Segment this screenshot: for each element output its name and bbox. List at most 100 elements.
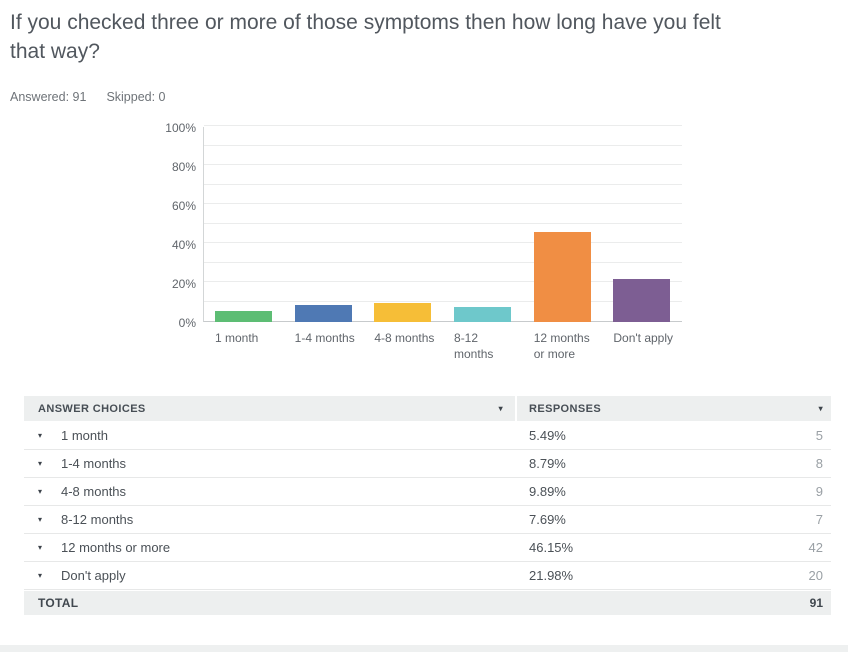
y-tick-label: 60%: [171, 199, 196, 213]
x-axis-label: 8-12 months: [454, 331, 494, 361]
bar: [294, 304, 352, 322]
response-percent: 5.49%: [529, 428, 566, 443]
y-tick-label: 20%: [171, 277, 196, 291]
table-row: ▾ 4-8 months 9.89% 9: [24, 478, 831, 506]
expand-row-icon[interactable]: ▾: [38, 459, 43, 468]
x-axis-labels: 1 month 1-4 months 4-8 months 8-12 months 12…: [204, 330, 682, 362]
gridline: [204, 203, 682, 204]
table-row: ▾ 12 months or more 46.15% 42: [24, 534, 831, 562]
x-axis-label: 4-8 months: [374, 331, 435, 345]
table-row: ▾ 1-4 months 8.79% 8: [24, 450, 831, 478]
gridline: [204, 164, 682, 165]
answer-choice-cell: ▾ 4-8 months: [24, 484, 517, 499]
table-row: ▾ Don't apply 21.98% 20: [24, 562, 831, 590]
skipped-count: Skipped: 0: [106, 90, 166, 104]
bar-slot: [204, 127, 284, 322]
sort-responses-icon[interactable]: ▾: [818, 404, 823, 413]
answer-choice-label: 1 month: [61, 428, 108, 443]
response-cell: 8.79% 8: [517, 456, 831, 471]
y-tick-label: 80%: [171, 160, 196, 174]
expand-row-icon[interactable]: ▾: [38, 543, 43, 552]
answer-choice-label: Don't apply: [61, 568, 126, 583]
responses-header: RESPONSES ▾: [517, 396, 831, 421]
answer-choice-label: 1-4 months: [61, 456, 127, 471]
response-count: 8: [815, 456, 823, 471]
total-label: TOTAL: [38, 596, 79, 610]
response-count: 7: [815, 512, 823, 527]
expand-row-icon[interactable]: ▾: [38, 487, 43, 496]
bar-slot: [523, 127, 603, 322]
response-count: 9: [815, 484, 823, 499]
answered-count: Answered: 91: [10, 90, 87, 104]
gridline: [204, 242, 682, 243]
bar: [374, 302, 432, 322]
gridline: [204, 125, 682, 126]
table-row: ▾ 1 month 5.49% 5: [24, 422, 831, 450]
response-percent: 7.69%: [529, 512, 566, 527]
question-title: If you checked three or more of those sy…: [10, 11, 721, 63]
response-percent: 8.79%: [529, 456, 566, 471]
answer-choices-header: ANSWER CHOICES ▾: [24, 396, 515, 421]
response-cell: 46.15% 42: [517, 540, 831, 555]
answer-choice-cell: ▾ 12 months or more: [24, 540, 517, 555]
response-stats: Answered: 91 Skipped: 0: [10, 90, 186, 104]
response-percent: 46.15%: [529, 540, 574, 555]
answer-choice-cell: ▾ Don't apply: [24, 568, 517, 583]
bar: [215, 311, 272, 322]
y-tick-label: 40%: [171, 238, 196, 252]
bars: [204, 127, 682, 322]
response-cell: 7.69% 7: [517, 512, 831, 527]
x-label-slot: Don't apply: [602, 330, 682, 362]
responses-header-label: RESPONSES: [529, 402, 602, 415]
answer-choice-cell: ▾ 1-4 months: [24, 456, 517, 471]
y-tick-label: 0%: [178, 316, 196, 330]
x-label-slot: 8-12 months: [443, 330, 523, 362]
plot-area: [203, 125, 682, 322]
x-label-slot: 1 month: [204, 330, 284, 362]
response-percent: 9.89%: [529, 484, 566, 499]
answer-choice-label: 12 months or more: [61, 540, 171, 555]
response-count: 20: [808, 568, 823, 583]
x-axis-label: Don't apply: [613, 331, 674, 345]
expand-row-icon[interactable]: ▾: [38, 571, 43, 580]
x-axis-label: 1 month: [215, 331, 259, 345]
x-label-slot: 12 months or more: [523, 330, 603, 362]
total-row: TOTAL 91: [24, 591, 831, 615]
total-value: 91: [809, 596, 823, 610]
answer-choices-header-label: ANSWER CHOICES: [38, 402, 146, 415]
bar: [533, 232, 591, 322]
bar-slot: [602, 127, 682, 322]
results-table: ANSWER CHOICES ▾ RESPONSES ▾ ▾ 1 month 5…: [24, 396, 831, 615]
table-body: ▾ 1 month 5.49% 5 ▾ 1-4 months 8.79% 8 ▾…: [24, 422, 831, 590]
response-count: 42: [808, 540, 823, 555]
bar-slot: [284, 127, 364, 322]
answer-choice-label: 8-12 months: [61, 512, 134, 527]
bar: [454, 307, 512, 322]
sort-answer-choices-icon[interactable]: ▾: [498, 404, 503, 413]
response-percent: 21.98%: [529, 568, 574, 583]
response-cell: 5.49% 5: [517, 428, 831, 443]
gridline: [204, 261, 682, 263]
response-count: 5: [815, 428, 823, 443]
response-cell: 21.98% 20: [517, 568, 831, 583]
gridline: [204, 144, 682, 146]
x-axis-label: 12 months or more: [533, 331, 590, 361]
gridline: [204, 183, 682, 185]
gridline: [204, 300, 682, 302]
expand-row-icon[interactable]: ▾: [38, 515, 43, 524]
table-header-row: ANSWER CHOICES ▾ RESPONSES ▾: [24, 396, 831, 421]
next-section-edge: [0, 645, 848, 652]
expand-row-icon[interactable]: ▾: [38, 431, 43, 440]
response-cell: 9.89% 9: [517, 484, 831, 499]
bar-slot: [363, 127, 443, 322]
x-axis-label: 1-4 months: [294, 331, 355, 345]
x-label-slot: 1-4 months: [284, 330, 364, 362]
answer-choice-cell: ▾ 1 month: [24, 428, 517, 443]
bar: [613, 279, 671, 322]
answer-choice-cell: ▾ 8-12 months: [24, 512, 517, 527]
table-row: ▾ 8-12 months 7.69% 7: [24, 506, 831, 534]
y-tick-label: 100%: [165, 121, 196, 135]
bar-slot: [443, 127, 523, 322]
gridline: [204, 222, 682, 224]
answer-choice-label: 4-8 months: [61, 484, 127, 499]
